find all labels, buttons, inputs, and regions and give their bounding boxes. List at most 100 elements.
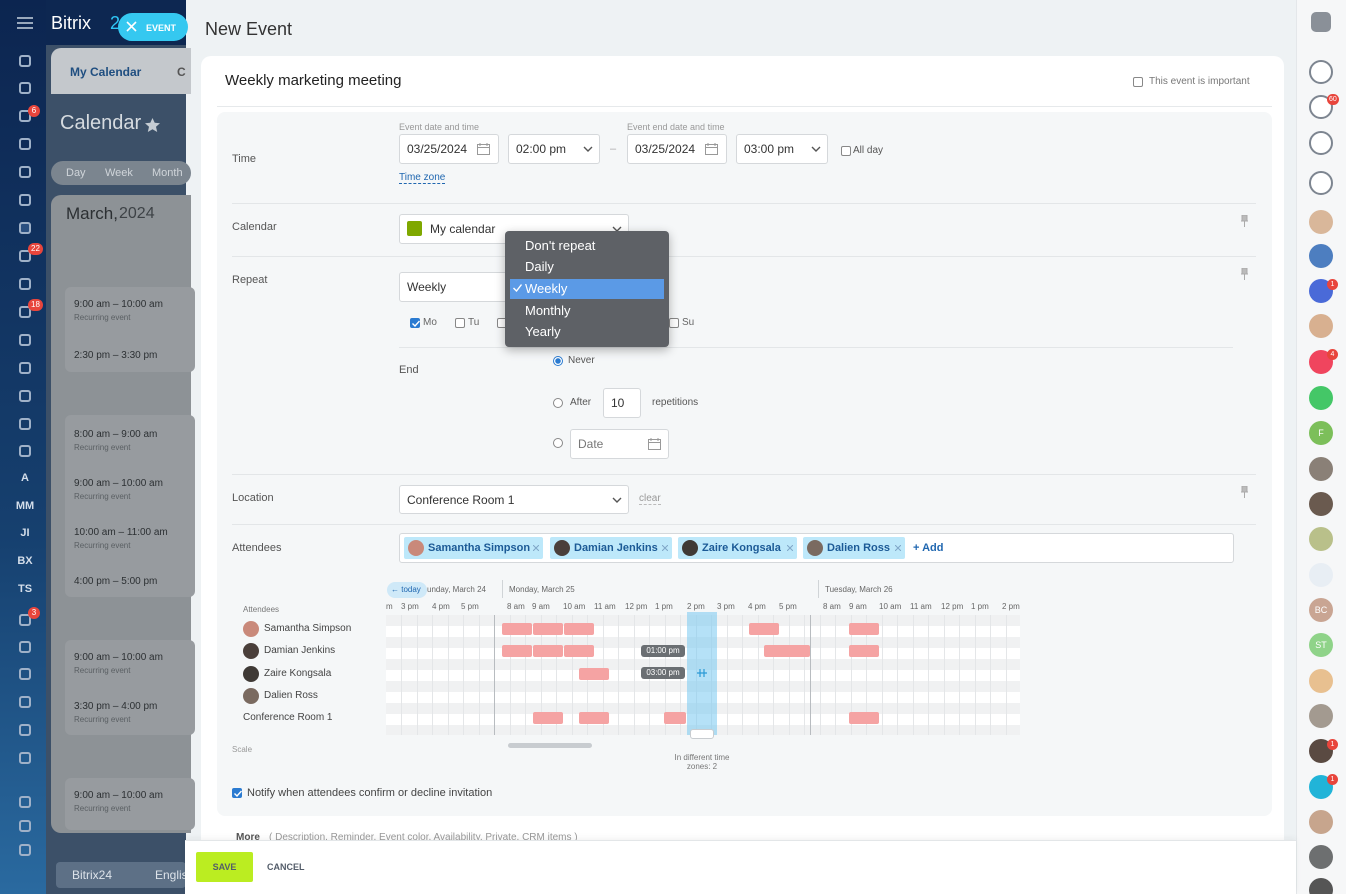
busy-block — [564, 645, 594, 657]
scrollbar — [508, 743, 592, 748]
link[interactable]: Time zone — [399, 172, 446, 184]
radio[interactable] — [553, 356, 563, 366]
placeholder: Date — [578, 437, 604, 451]
hour-label: 5 pm — [779, 602, 797, 611]
attendee-chip[interactable] — [803, 537, 905, 559]
time-select[interactable] — [508, 134, 600, 164]
cancel-button[interactable]: CANCEL — [267, 862, 305, 872]
chip-avatar — [682, 540, 698, 556]
rail-initials: ST — [1315, 640, 1327, 650]
event-note: Recurring event — [74, 313, 131, 322]
event-time: 3:30 pm – 4:00 pm — [74, 701, 158, 712]
attendee-chip[interactable] — [404, 537, 543, 559]
month: March, — [66, 204, 118, 223]
busy-block — [764, 645, 810, 657]
rail-avatar — [1309, 845, 1333, 869]
event-time: 9:00 am – 10:00 am — [74, 790, 163, 801]
hour-label: 1 pm — [971, 602, 989, 611]
calendar-icon — [477, 143, 490, 155]
day-boundary — [494, 615, 495, 735]
planner-row-name: Conference Room 1 — [243, 712, 333, 723]
repeat-option[interactable]: Daily — [525, 259, 554, 274]
rail-avatar — [1309, 563, 1333, 587]
weekday-checkbox[interactable] — [455, 318, 465, 328]
help-icon — [1311, 12, 1331, 32]
rail-badge: 4 — [1327, 349, 1338, 360]
link[interactable]: clear — [639, 493, 661, 505]
grid-line — [773, 615, 774, 735]
time-select[interactable] — [736, 134, 828, 164]
grid-line — [1006, 615, 1007, 735]
repeat-select[interactable] — [399, 272, 511, 302]
row-label: Time — [232, 153, 257, 165]
radio[interactable] — [553, 398, 563, 408]
day-card — [65, 640, 195, 735]
busy-block — [579, 712, 609, 724]
repeat-option[interactable]: Don't repeat — [525, 238, 596, 253]
repeat-option[interactable]: Monthly — [525, 303, 571, 318]
grid-line — [866, 615, 867, 735]
notify-checkbox[interactable] — [232, 788, 242, 798]
today-button[interactable]: ← today — [387, 582, 427, 598]
important-checkbox[interactable] — [1133, 77, 1143, 87]
count-input[interactable] — [603, 388, 641, 418]
separator: – — [610, 143, 617, 155]
rail-avatar — [1309, 633, 1333, 657]
collapse-button[interactable] — [690, 729, 714, 739]
event-time: 9:00 am – 10:00 am — [74, 652, 163, 663]
chevron-icon — [612, 497, 622, 503]
repeat-option[interactable]: Weekly — [525, 281, 568, 296]
divider — [399, 347, 1233, 348]
sidebar-icon — [19, 390, 31, 402]
sidebar-icon — [19, 138, 31, 150]
language: Englis — [155, 868, 188, 882]
weekday-checkbox[interactable] — [410, 318, 420, 328]
star-icon — [145, 118, 160, 132]
row-label: Location — [232, 492, 274, 504]
checkbox[interactable] — [841, 146, 851, 156]
event-note: Recurring event — [74, 715, 131, 724]
remove-icon — [787, 545, 793, 551]
planner-date: Monday, March 25 — [509, 585, 575, 594]
attendee-chip[interactable] — [678, 537, 797, 559]
more-link[interactable]: More — [236, 832, 260, 843]
planner-date: unday, March 24 — [427, 585, 486, 594]
rail-avatar — [1309, 457, 1333, 481]
new-event-button[interactable]: EVENT — [118, 13, 188, 41]
event-note: Recurring event — [74, 492, 131, 501]
remove-icon — [895, 545, 901, 551]
grid-line — [463, 615, 464, 735]
event-time: 9:00 am – 10:00 am — [74, 478, 163, 489]
date-input[interactable] — [399, 134, 499, 164]
save-button[interactable]: SAVE — [196, 852, 253, 882]
sidebar-badge: 6 — [28, 105, 40, 117]
grid-line — [897, 615, 898, 735]
repeat-option[interactable]: Yearly — [525, 324, 561, 339]
radio[interactable] — [553, 438, 563, 448]
grid-line — [432, 615, 433, 735]
rail-avatar — [1309, 492, 1333, 516]
date-separator — [818, 580, 819, 598]
date-input[interactable] — [627, 134, 727, 164]
sidebar-icon — [19, 820, 31, 832]
add-link[interactable]: + Add — [913, 542, 944, 554]
calendar-icon — [648, 438, 661, 450]
rail-badge: 1 — [1327, 774, 1338, 785]
important-label: This event is important — [1149, 76, 1250, 87]
attendee-chip[interactable] — [550, 537, 672, 559]
busy-block — [533, 623, 563, 635]
year: 2024 — [119, 205, 155, 222]
weekday-checkbox[interactable] — [669, 318, 679, 328]
busy-block — [849, 623, 879, 635]
radio-label: After — [570, 397, 592, 408]
location-select[interactable] — [399, 485, 629, 514]
day-boundary — [810, 615, 811, 735]
grid-line — [758, 615, 759, 735]
date-input[interactable] — [570, 429, 669, 459]
busy-block — [849, 712, 879, 724]
event-name[interactable]: Weekly marketing meeting — [225, 72, 402, 89]
calendar-tabs — [51, 48, 191, 94]
rail-avatar — [1309, 669, 1333, 693]
rail-avatar — [1309, 95, 1333, 119]
grid-line — [959, 615, 960, 735]
